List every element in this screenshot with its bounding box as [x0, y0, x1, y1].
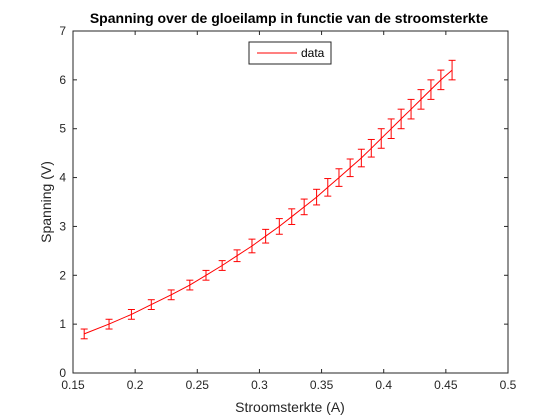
y-tick-label: 6 — [59, 73, 66, 87]
plot-area — [72, 30, 509, 374]
y-tick-label: 3 — [59, 219, 66, 233]
x-tick-label: 0.15 — [61, 378, 85, 392]
x-tick-label: 0.3 — [251, 378, 268, 392]
x-tick-label: 0.5 — [500, 378, 517, 392]
series-line-data — [84, 69, 453, 335]
y-axis-label: Spanning (V) — [38, 161, 54, 243]
error-bar — [80, 328, 88, 340]
x-tick-label: 0.25 — [186, 378, 210, 392]
y-tick-label: 4 — [59, 171, 66, 185]
y-tick-label: 5 — [59, 122, 66, 136]
y-tick-label: 0 — [59, 366, 66, 380]
axis-ticks: 0.15 0.2 0.25 0.3 0.35 0.4 0.45 0.5 0 1 2 3 4 5 6 7 — [59, 24, 516, 392]
chart-title: Spanning over de gloeilamp in functie va… — [90, 10, 489, 26]
y-tick-label: 7 — [59, 24, 66, 38]
legend-entry-data: data — [301, 46, 325, 60]
y-tick-label: 1 — [59, 317, 66, 331]
x-tick-label: 0.4 — [375, 378, 392, 392]
legend: data — [248, 41, 332, 65]
x-tick-label: 0.45 — [434, 378, 458, 392]
x-tick-label: 0.2 — [127, 378, 144, 392]
y-tick-label: 2 — [59, 268, 66, 282]
x-tick-label: 0.35 — [310, 378, 334, 392]
x-axis-label: Stroomsterkte (A) — [235, 399, 345, 415]
